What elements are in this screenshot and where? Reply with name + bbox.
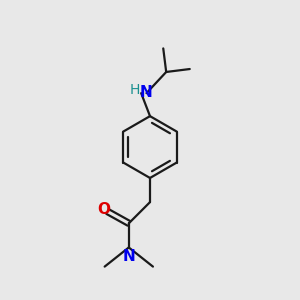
Text: N: N [122, 249, 135, 264]
Text: H: H [130, 83, 140, 97]
Text: N: N [140, 85, 153, 100]
Text: O: O [98, 202, 111, 217]
